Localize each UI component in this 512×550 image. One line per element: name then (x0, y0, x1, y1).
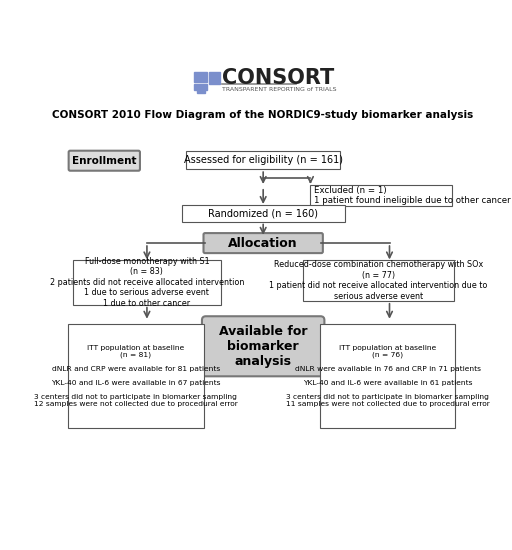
Text: CONSORT: CONSORT (222, 68, 334, 87)
Bar (194, 84, 207, 90)
Text: Assessed for eligibility (n = 161): Assessed for eligibility (n = 161) (184, 155, 343, 165)
Text: CONSORT 2010 Flow Diagram of the NORDIC9-study biomarker analysis: CONSORT 2010 Flow Diagram of the NORDIC9… (52, 109, 473, 119)
Text: ITT population at baseline
(n = 81)

dNLR and CRP were available for 81 patients: ITT population at baseline (n = 81) dNLR… (34, 345, 238, 407)
FancyBboxPatch shape (202, 316, 325, 376)
FancyBboxPatch shape (186, 151, 340, 169)
Bar (194, 72, 207, 82)
FancyBboxPatch shape (69, 151, 140, 170)
Text: Full-dose monotherapy with S1
(n = 83)
2 patients did not receive allocated inte: Full-dose monotherapy with S1 (n = 83) 2… (50, 257, 244, 307)
Text: TRANSPARENT REPORTING of TRIALS: TRANSPARENT REPORTING of TRIALS (222, 86, 336, 92)
FancyBboxPatch shape (310, 185, 452, 206)
FancyBboxPatch shape (203, 233, 323, 253)
FancyBboxPatch shape (303, 260, 454, 301)
Text: Randomized (n = 160): Randomized (n = 160) (208, 208, 318, 218)
FancyBboxPatch shape (73, 260, 221, 305)
Bar (209, 72, 220, 84)
FancyBboxPatch shape (320, 324, 455, 428)
Text: Available for
biomarker
analysis: Available for biomarker analysis (219, 325, 307, 368)
Text: Reduced-dose combination chemotherapy with SOx
(n = 77)
1 patient did not receiv: Reduced-dose combination chemotherapy wi… (269, 260, 487, 300)
Text: Allocation: Allocation (228, 236, 298, 250)
Text: Enrollment: Enrollment (72, 156, 137, 166)
FancyBboxPatch shape (182, 205, 345, 222)
FancyBboxPatch shape (68, 324, 203, 428)
Text: ITT population at baseline
(n = 76)

dNLR were available in 76 and CRP in 71 pat: ITT population at baseline (n = 76) dNLR… (286, 345, 489, 407)
Bar (197, 87, 205, 93)
Text: Excluded (n = 1)
1 patient found ineligible due to other cancer: Excluded (n = 1) 1 patient found ineligi… (314, 186, 511, 205)
